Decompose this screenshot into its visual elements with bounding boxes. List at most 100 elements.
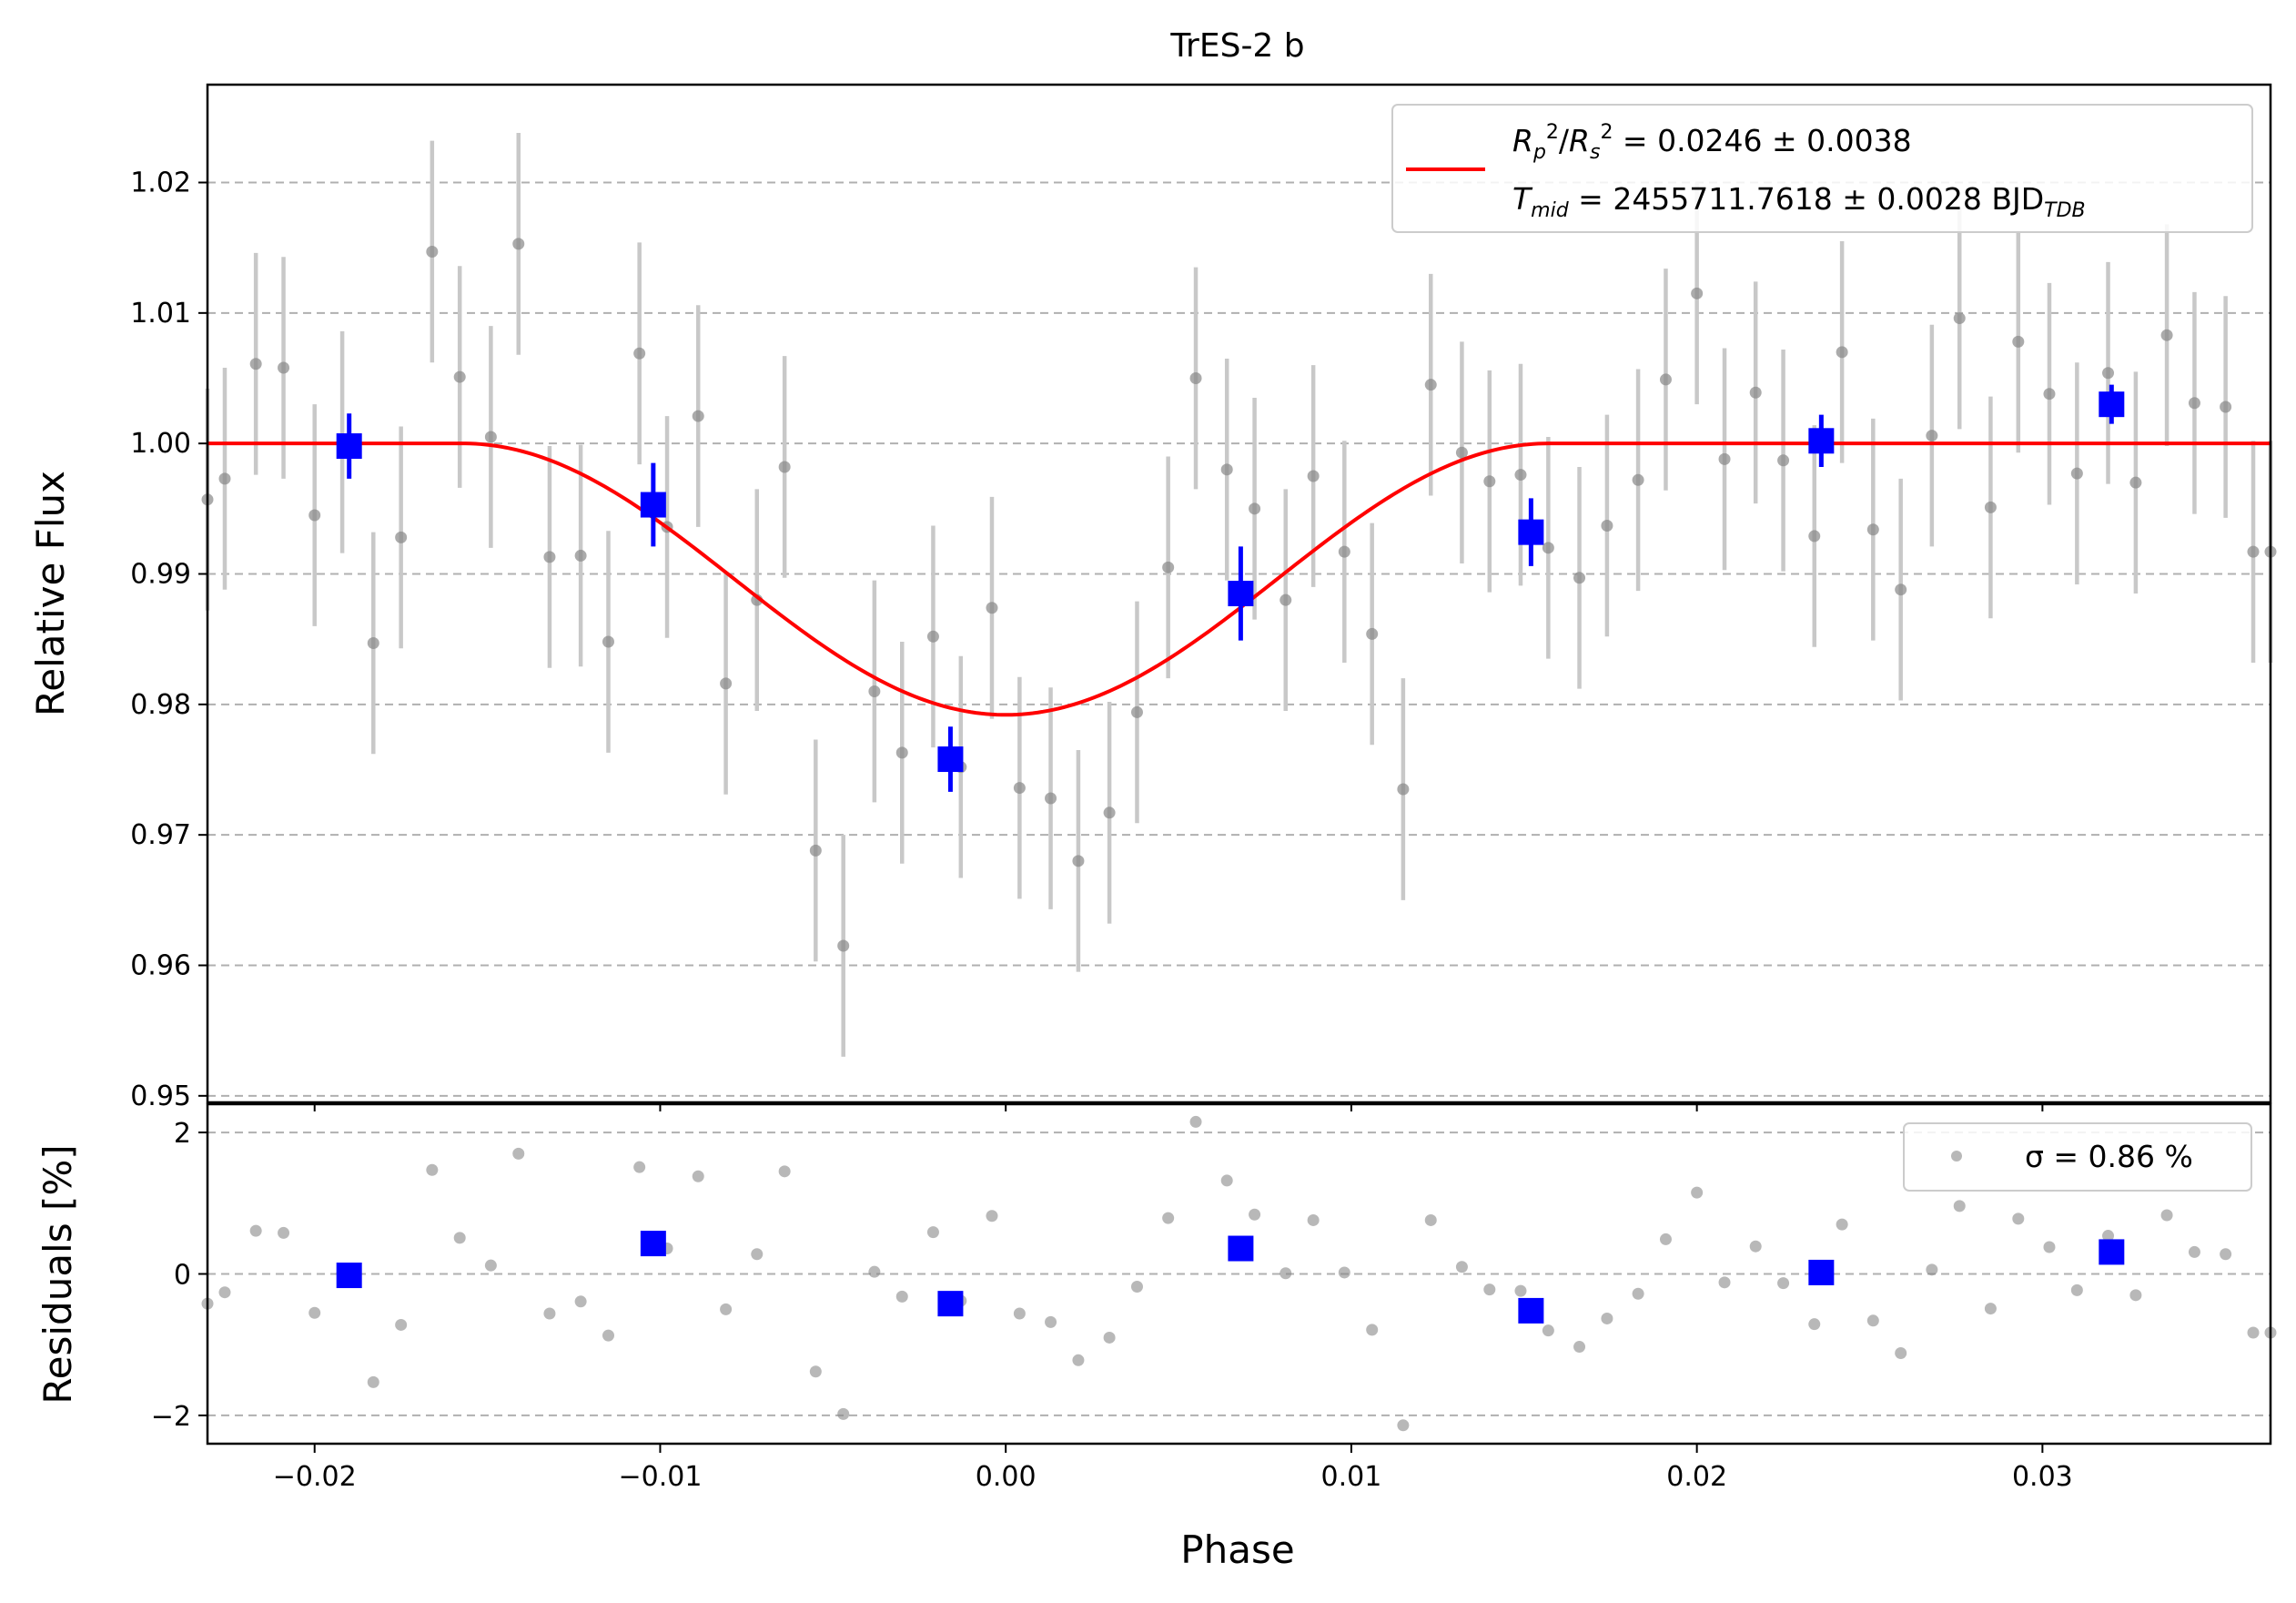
- flux-raw-point: [278, 361, 290, 374]
- flux-raw-point: [778, 461, 791, 473]
- flux-raw-point: [2160, 329, 2173, 341]
- flux-raw-point: [1514, 469, 1527, 482]
- residuals-legend-box: [1903, 1122, 2252, 1192]
- phase-x-tick-label: 0.00: [976, 1461, 1037, 1493]
- residual-raw-point: [602, 1329, 614, 1342]
- residuals-binned-points: [336, 1231, 2125, 1324]
- flux-raw-point: [2012, 335, 2025, 348]
- residual-raw-point: [574, 1295, 587, 1308]
- flux-raw-point: [395, 531, 408, 543]
- residual-raw-point: [1397, 1419, 1410, 1432]
- flux-binned-point: [1228, 581, 1254, 606]
- residual-raw-point: [926, 1226, 939, 1239]
- residual-raw-point: [278, 1226, 290, 1239]
- flux-raw-point: [837, 939, 850, 952]
- residual-raw-point: [986, 1210, 998, 1223]
- flux-raw-point: [1836, 346, 1848, 359]
- phase-x-tick-label: 0.03: [2012, 1461, 2073, 1493]
- flux-legend-box: [1391, 104, 2253, 233]
- phase-x-tick-label: −0.01: [618, 1461, 702, 1493]
- flux-raw-point: [1045, 792, 1057, 805]
- residual-raw-point: [453, 1232, 466, 1244]
- residual-raw-point: [1514, 1284, 1527, 1297]
- residual-raw-point: [484, 1259, 497, 1272]
- phase-x-ticks: −0.02 −0.01 0.00 0.01 0.02 0.03: [273, 1444, 2073, 1493]
- flux-raw-point: [453, 370, 466, 383]
- flux-raw-point: [868, 685, 881, 697]
- residual-raw-point: [1926, 1263, 1938, 1276]
- residual-raw-point: [1953, 1200, 1966, 1212]
- residual-raw-point: [1338, 1266, 1350, 1279]
- residual-raw-point: [249, 1224, 262, 1237]
- flux-raw-point: [1483, 475, 1496, 488]
- residual-raw-point: [751, 1248, 764, 1261]
- residual-raw-point: [2247, 1326, 2260, 1339]
- residual-raw-point: [2220, 1248, 2232, 1261]
- flux-raw-point: [1926, 430, 1938, 442]
- residual-raw-point: [1455, 1261, 1468, 1273]
- flux-raw-points: [201, 133, 2277, 1057]
- flux-binned-point: [336, 433, 362, 460]
- flux-panel-frame: [206, 83, 2272, 1104]
- residual-raw-point: [1659, 1233, 1672, 1245]
- flux-raw-point: [2188, 397, 2200, 410]
- flux-raw-point: [367, 636, 379, 649]
- phase-x-tick-label: −0.02: [273, 1461, 357, 1493]
- residual-raw-point: [1691, 1186, 1704, 1199]
- flux-binned-points: [336, 384, 2125, 792]
- chart-title: TrES-2 b: [1169, 27, 1304, 65]
- residual-binned-point: [1518, 1297, 1544, 1324]
- residual-raw-point: [1072, 1354, 1085, 1366]
- residual-raw-point: [1366, 1324, 1379, 1336]
- flux-y-tick-label: 1.00: [130, 428, 191, 460]
- flux-raw-point: [1249, 502, 1261, 515]
- flux-raw-point: [1455, 446, 1468, 459]
- residual-raw-point: [720, 1303, 733, 1315]
- residual-raw-point: [2012, 1212, 2025, 1225]
- flux-raw-point: [308, 509, 321, 522]
- flux-raw-point: [1601, 519, 1613, 532]
- residual-raw-point: [1836, 1218, 1848, 1231]
- residuals-y-tick-label: −2: [151, 1401, 191, 1433]
- flux-raw-point: [512, 238, 525, 250]
- residual-raw-point: [1632, 1287, 1644, 1300]
- residual-raw-point: [1130, 1280, 1143, 1293]
- flux-panel: 0.95 0.96 0.97 0.98 0.99 1.00 1.01 1.02 Relativ…: [28, 83, 2277, 1112]
- residual-raw-point: [1483, 1283, 1496, 1296]
- flux-y-tick-label: 0.95: [130, 1081, 191, 1112]
- residual-raw-point: [1162, 1212, 1175, 1224]
- flux-raw-point: [895, 746, 908, 759]
- residual-raw-point: [633, 1161, 646, 1173]
- flux-raw-point: [1953, 312, 1966, 325]
- flux-raw-point: [1542, 542, 1554, 554]
- flux-y-tick-label: 0.98: [130, 689, 191, 721]
- residual-raw-point: [1573, 1341, 1586, 1354]
- flux-raw-point: [249, 358, 262, 370]
- residual-raw-point: [308, 1306, 321, 1319]
- residual-binned-point: [1228, 1235, 1254, 1262]
- flux-binned-point: [1808, 428, 1835, 454]
- residual-raw-point: [1808, 1318, 1821, 1331]
- flux-y-axis-label: Relative Flux: [28, 471, 73, 716]
- flux-raw-point: [1984, 501, 1997, 513]
- residual-raw-point: [1220, 1174, 1233, 1187]
- residual-raw-point: [367, 1375, 379, 1388]
- residual-raw-point: [1718, 1276, 1731, 1289]
- flux-raw-point: [1366, 627, 1379, 640]
- flux-raw-point: [692, 410, 704, 422]
- residual-raw-point: [1013, 1307, 1026, 1320]
- residual-raw-point: [1045, 1315, 1057, 1328]
- legend-residual-marker: [1951, 1151, 1962, 1162]
- residual-raw-point: [2129, 1289, 2142, 1302]
- flux-raw-point: [1338, 545, 1350, 558]
- residual-raw-point: [1424, 1213, 1437, 1226]
- flux-raw-point: [2220, 401, 2232, 413]
- flux-raw-point: [1397, 783, 1410, 796]
- legend-model-line-2: Tmid = 2455711.7618 ± 0.0028 BJDTDB: [1512, 181, 2086, 222]
- residual-raw-point: [2070, 1283, 2083, 1296]
- residuals-gridlines: [207, 1131, 2271, 1416]
- flux-raw-point: [1189, 372, 1202, 384]
- flux-raw-point: [2070, 467, 2083, 480]
- flux-raw-point: [602, 635, 614, 648]
